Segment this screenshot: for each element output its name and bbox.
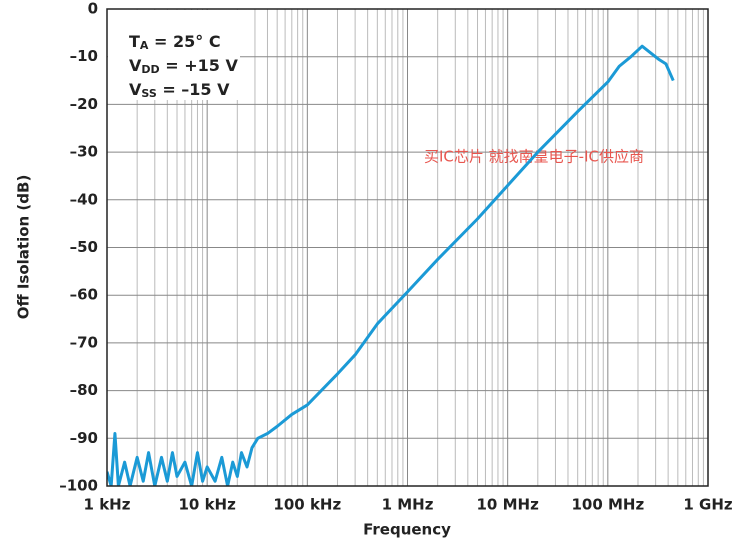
x-tick-label: 10 MHz — [477, 496, 540, 514]
y-tick-label: –80 — [70, 381, 98, 399]
annotation-sub: A — [140, 39, 149, 52]
y-tick-label: –100 — [59, 477, 98, 495]
annotation-sub: DD — [141, 63, 159, 76]
data-line — [107, 44, 675, 486]
y-tick-label: –50 — [70, 238, 98, 256]
x-axis-label: Frequency — [363, 521, 451, 539]
y-tick-label: –30 — [70, 143, 98, 161]
x-tick-label: 10 kHz — [178, 496, 236, 514]
x-tick-label: 1 GHz — [683, 496, 733, 514]
y-tick-label: –90 — [70, 429, 98, 447]
y-tick-label: –60 — [70, 286, 98, 304]
annotation-sub: SS — [141, 87, 156, 100]
y-tick-label: –20 — [70, 95, 98, 113]
x-tick-label: 1 kHz — [84, 496, 131, 514]
y-tick-label: –70 — [70, 333, 98, 351]
annotation: VSS = –15 V — [129, 80, 230, 101]
y-tick-label: –10 — [70, 47, 98, 65]
x-tick-label: 100 MHz — [571, 496, 644, 514]
annotation-main: T — [129, 32, 140, 51]
annotation-box — [108, 10, 240, 100]
x-tick-label: 100 kHz — [273, 496, 341, 514]
annotation-main: V — [129, 56, 142, 75]
annotation-rest: = –15 V — [157, 80, 230, 99]
annotation-main: V — [129, 80, 142, 99]
y-axis-label: Off Isolation (dB) — [15, 175, 33, 320]
annotation: TA = 25° C — [129, 32, 221, 53]
y-tick-label: 0 — [88, 0, 98, 18]
plot-frame — [106, 8, 709, 487]
x-tick-label: 1 MHz — [382, 496, 434, 514]
annotation-rest: = +15 V — [160, 56, 239, 75]
annotation-rest: = 25° C — [148, 32, 220, 51]
annotation: VDD = +15 V — [129, 56, 238, 77]
y-tick-label: –40 — [70, 190, 98, 208]
